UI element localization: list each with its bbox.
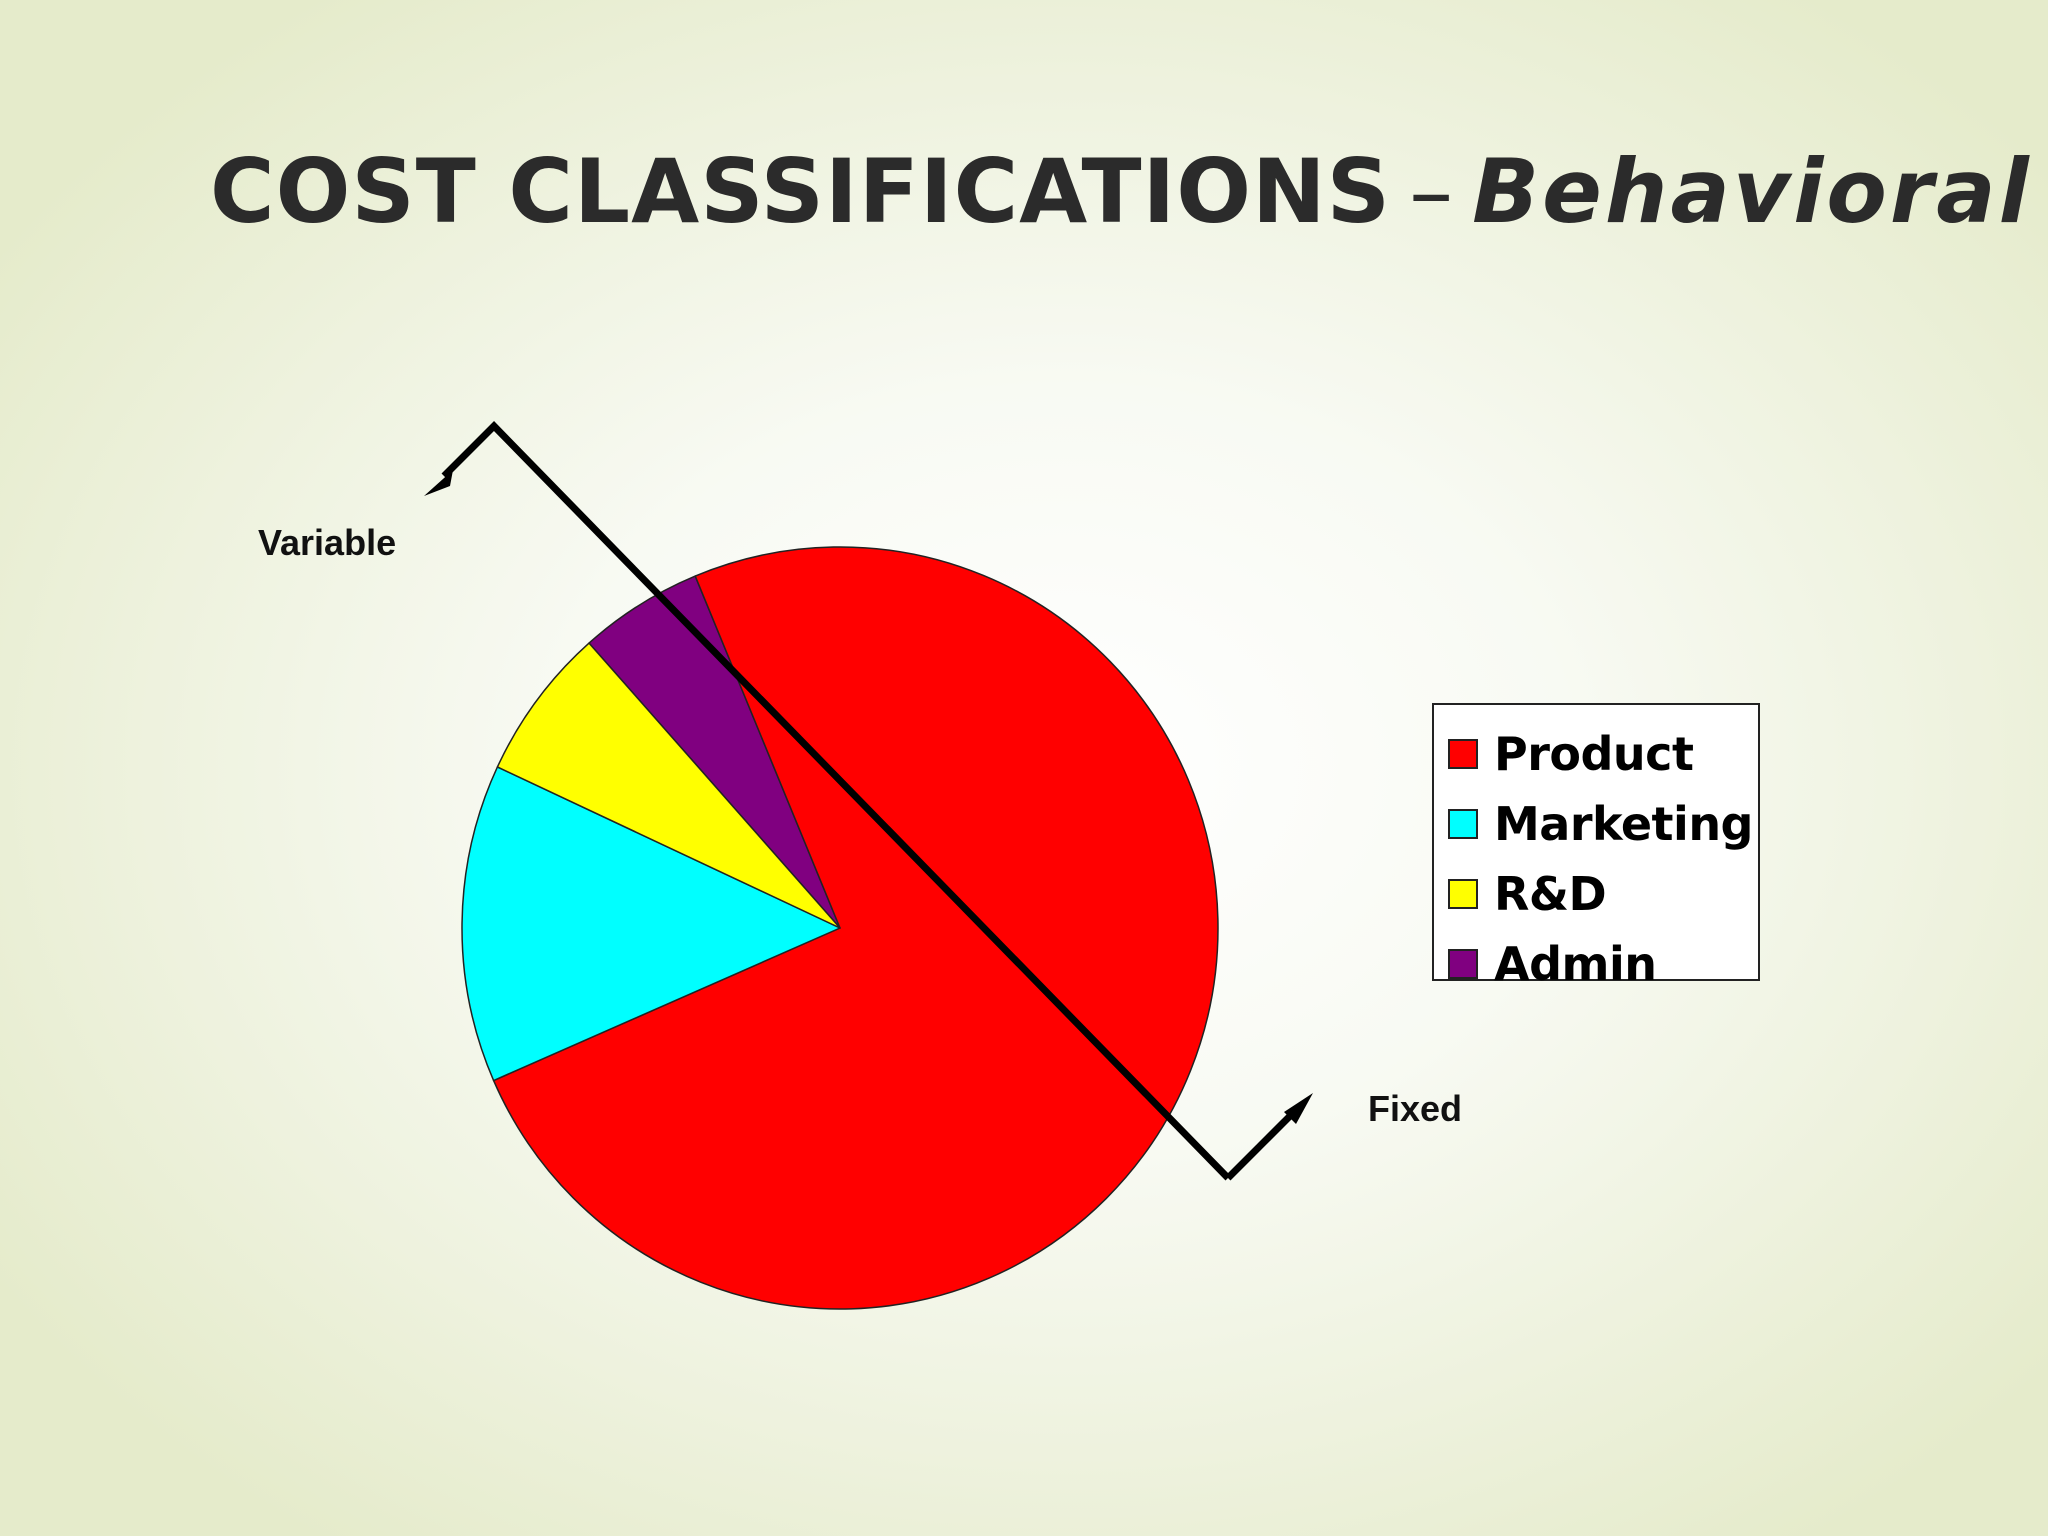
- pie-slice-product: [492, 546, 1219, 1310]
- slide-title: COST CLASSIFICATIONS – Behavioral: [210, 140, 2032, 243]
- legend-label-admin: Admin: [1494, 937, 1657, 991]
- variable-arrow-head: [424, 470, 453, 496]
- pie-slice-marketing: [461, 766, 841, 1082]
- fixed-arrow-head: [1284, 1093, 1313, 1124]
- title-separator: –: [1409, 140, 1455, 243]
- title-subtitle: Behavioral: [1472, 140, 2032, 243]
- legend-label-r-d: R&D: [1494, 867, 1607, 921]
- pie-slice-r-d: [496, 642, 841, 929]
- legend-item-r-d: R&D: [1448, 859, 1758, 929]
- title-main: COST CLASSIFICATIONS: [210, 140, 1392, 243]
- legend-item-admin: Admin: [1448, 929, 1758, 999]
- legend-item-product: Product: [1448, 719, 1758, 789]
- legend-label-marketing: Marketing: [1494, 797, 1754, 851]
- legend-item-marketing: Marketing: [1448, 789, 1758, 859]
- variable-label: Variable: [258, 522, 397, 563]
- legend-swatch-r-d: [1448, 879, 1478, 909]
- variable-fixed-divider: [424, 421, 1313, 1181]
- legend-swatch-product: [1448, 739, 1478, 769]
- legend-swatch-marketing: [1448, 809, 1478, 839]
- legend-swatch-admin: [1448, 949, 1478, 979]
- fixed-label: Fixed: [1368, 1088, 1463, 1129]
- chart-legend: Product Marketing R&D Admin: [1432, 703, 1760, 991]
- legend-label-product: Product: [1494, 727, 1694, 781]
- pie-slices: [461, 546, 1219, 1310]
- divider-line: [441, 421, 1231, 1181]
- fixed-arrow-shaft: [1225, 1113, 1293, 1181]
